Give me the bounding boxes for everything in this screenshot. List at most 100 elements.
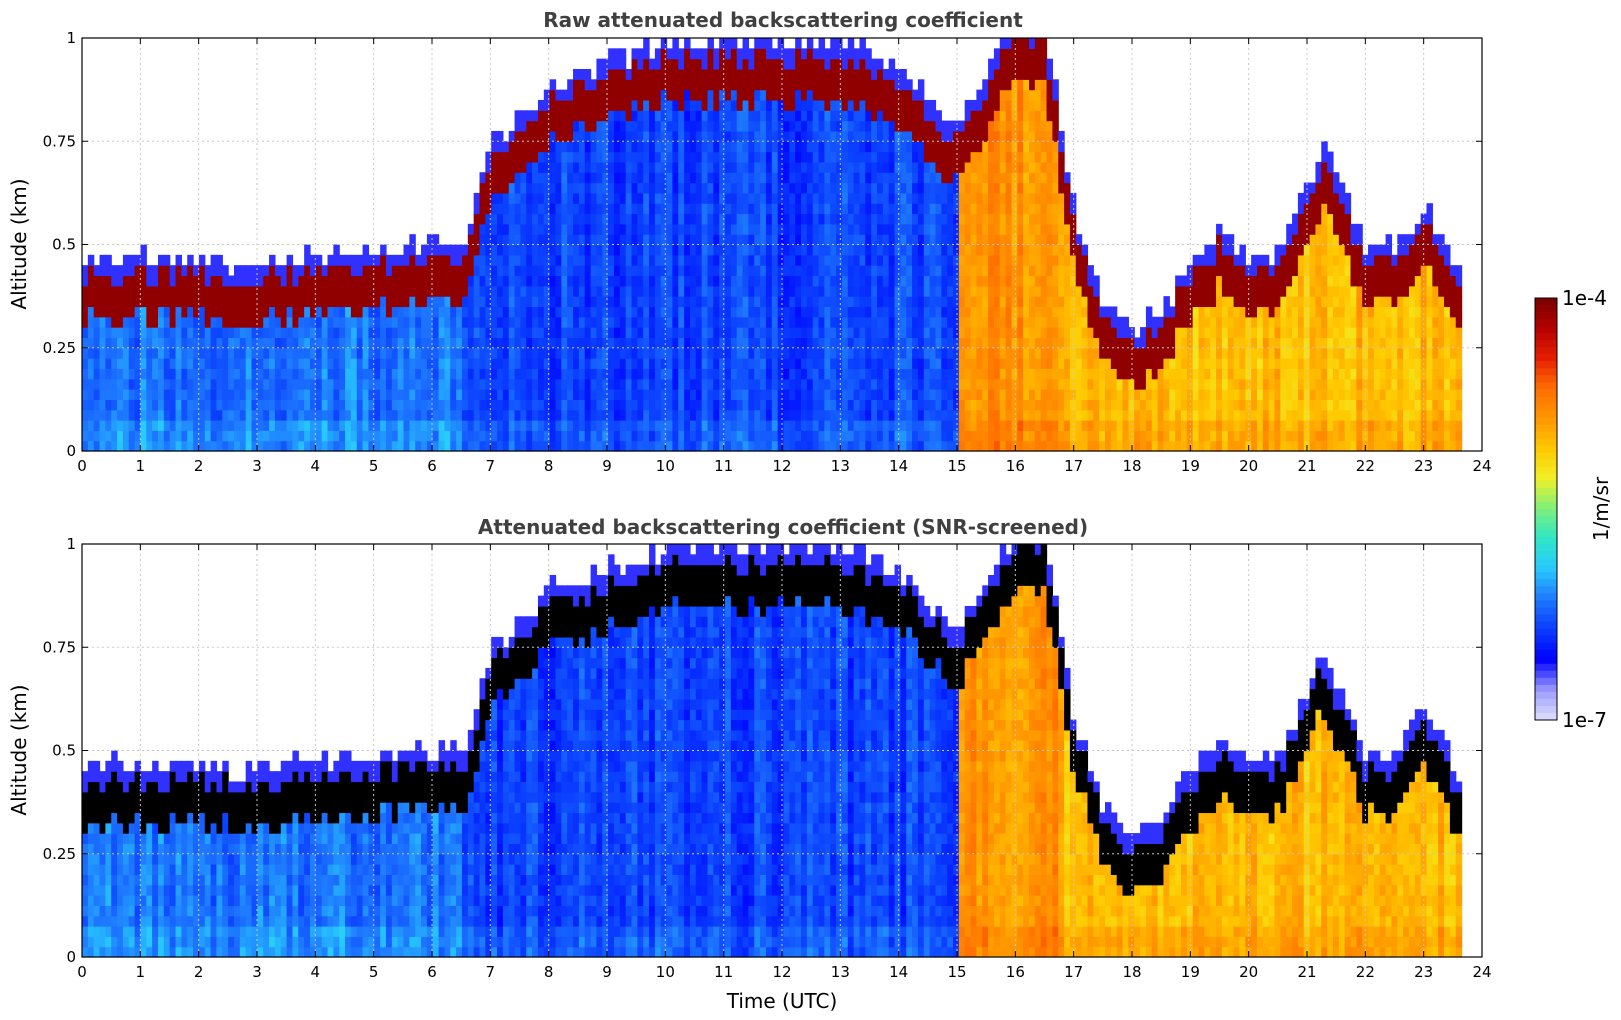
heatmap-cell	[754, 58, 761, 70]
heatmap-cell	[233, 337, 241, 349]
heatmap-cell	[929, 378, 937, 390]
heatmap-cell	[1023, 285, 1030, 297]
heatmap-cell	[836, 110, 843, 122]
heatmap-cell	[1052, 327, 1059, 339]
heatmap-cell	[684, 327, 691, 339]
heatmap-cell	[596, 409, 603, 421]
heatmap-cell	[345, 306, 352, 318]
heatmap-cell	[1029, 389, 1036, 400]
heatmap-cell	[391, 420, 399, 431]
heatmap-cell	[666, 244, 674, 256]
heatmap-cell	[871, 358, 878, 369]
heatmap-cell	[877, 120, 884, 132]
heatmap-cell	[888, 79, 896, 91]
heatmap-cell	[877, 378, 884, 390]
heatmap-cell	[93, 420, 101, 431]
heatmap-cell	[888, 141, 896, 153]
heatmap-cell	[894, 192, 901, 204]
heatmap-cell	[93, 327, 101, 339]
heatmap-cell	[350, 430, 358, 442]
heatmap-cell	[608, 285, 615, 297]
heatmap-cell	[286, 378, 294, 390]
heatmap-cell	[233, 296, 241, 308]
heatmap-cell	[613, 110, 621, 122]
heatmap-cell	[695, 203, 703, 215]
heatmap-cell	[719, 99, 726, 111]
heatmap-cell	[953, 378, 960, 390]
heatmap-cell	[210, 368, 218, 380]
heatmap-cell	[917, 151, 925, 163]
heatmap-cell	[461, 440, 469, 452]
heatmap-cell	[181, 296, 188, 308]
heatmap-cell	[333, 275, 340, 287]
heatmap-cell	[105, 265, 112, 277]
heatmap-cell	[555, 440, 562, 452]
heatmap-cell	[479, 203, 486, 215]
heatmap-cell	[608, 440, 615, 452]
heatmap-cell	[590, 254, 598, 266]
heatmap-cell	[1040, 130, 1048, 142]
heatmap-cell	[567, 440, 574, 452]
heatmap-cell	[929, 161, 937, 173]
heatmap-cell	[467, 327, 475, 339]
heatmap-cell	[467, 409, 475, 421]
heatmap-cell	[99, 358, 106, 369]
heatmap-cell	[695, 89, 703, 101]
heatmap-cell	[82, 316, 89, 328]
heatmap-cell	[415, 254, 422, 266]
heatmap-cell	[1005, 440, 1013, 452]
heatmap-cell	[502, 430, 510, 442]
heatmap-cell	[450, 327, 457, 339]
heatmap-cell	[1023, 358, 1030, 369]
heatmap-cell	[537, 254, 545, 266]
heatmap-cell	[689, 244, 697, 256]
heatmap-cell	[684, 151, 691, 163]
heatmap-cell	[701, 203, 709, 215]
heatmap-cell	[900, 192, 907, 204]
heatmap-cell	[953, 120, 960, 132]
heatmap-cell	[760, 203, 767, 215]
heatmap-cell	[362, 296, 370, 308]
heatmap-cell	[812, 244, 820, 256]
heatmap-cell	[929, 430, 937, 442]
heatmap-cell	[654, 440, 662, 452]
heatmap-cell	[1034, 440, 1042, 452]
heatmap-cell	[1005, 316, 1013, 328]
panel-raw: Raw attenuated backscattering coefficien…	[7, 8, 1492, 475]
heatmap-cell	[730, 161, 738, 173]
heatmap-cell	[309, 296, 317, 308]
heatmap-cell	[1023, 203, 1030, 215]
heatmap-cell	[163, 337, 171, 349]
heatmap-cell	[520, 244, 527, 256]
heatmap-cell	[865, 223, 872, 235]
heatmap-cell	[578, 172, 586, 184]
heatmap-cell	[783, 327, 790, 339]
heatmap-cell	[988, 337, 995, 349]
heatmap-cell	[964, 306, 972, 318]
heatmap-cell	[292, 358, 299, 369]
heatmap-cell	[941, 347, 948, 359]
heatmap-cell	[625, 389, 633, 400]
heatmap-cell	[929, 409, 937, 421]
heatmap-cell	[561, 296, 568, 308]
heatmap-cell	[701, 285, 709, 297]
heatmap-cell	[695, 244, 703, 256]
heatmap-cell	[707, 161, 714, 173]
heatmap-cell	[561, 389, 568, 400]
heatmap-cell	[777, 296, 785, 308]
heatmap-cell	[1023, 79, 1030, 91]
heatmap-cell	[169, 440, 177, 452]
heatmap-cell	[941, 182, 948, 194]
heatmap-cell	[982, 203, 989, 215]
heatmap-cell	[187, 327, 194, 339]
heatmap-cell	[888, 296, 896, 308]
heatmap-cell	[882, 192, 890, 204]
heatmap-cell	[789, 430, 796, 442]
heatmap-cell	[280, 378, 288, 390]
heatmap-cell	[912, 192, 919, 204]
heatmap-cell	[485, 172, 492, 184]
heatmap-cell	[549, 420, 557, 431]
heatmap-cell	[222, 399, 229, 411]
heatmap-cell	[309, 285, 317, 297]
heatmap-cell	[99, 368, 106, 380]
